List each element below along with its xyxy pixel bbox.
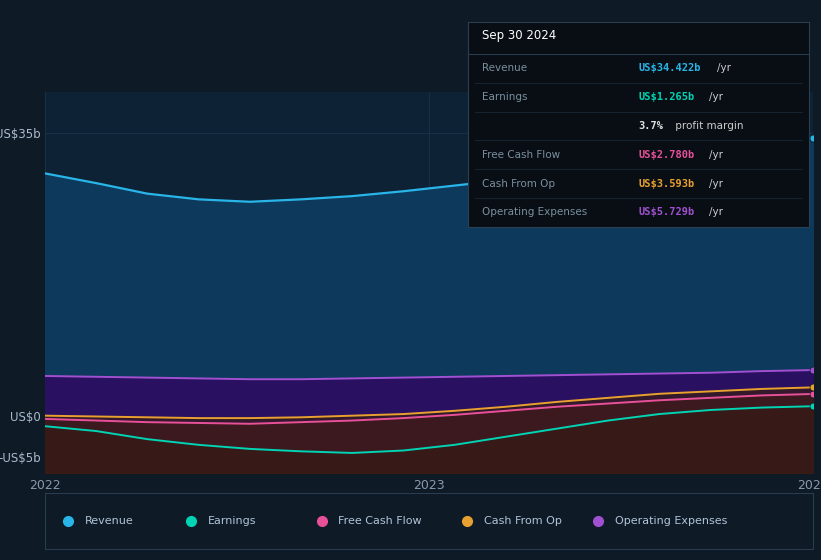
Text: US$34.422b: US$34.422b bbox=[639, 63, 701, 73]
Text: /yr: /yr bbox=[709, 207, 723, 217]
Text: Free Cash Flow: Free Cash Flow bbox=[482, 150, 560, 160]
Text: Revenue: Revenue bbox=[85, 516, 134, 526]
Text: Cash From Op: Cash From Op bbox=[482, 179, 555, 189]
Text: Earnings: Earnings bbox=[482, 92, 527, 102]
Text: /yr: /yr bbox=[717, 63, 731, 73]
Text: US$3.593b: US$3.593b bbox=[639, 179, 695, 189]
Text: 3.7%: 3.7% bbox=[639, 121, 663, 131]
Text: Operating Expenses: Operating Expenses bbox=[482, 207, 587, 217]
Text: US$5.729b: US$5.729b bbox=[639, 207, 695, 217]
Text: /yr: /yr bbox=[709, 179, 723, 189]
Text: profit margin: profit margin bbox=[672, 121, 743, 131]
Text: /yr: /yr bbox=[709, 92, 723, 102]
Text: Operating Expenses: Operating Expenses bbox=[615, 516, 727, 526]
Text: Revenue: Revenue bbox=[482, 63, 527, 73]
Text: Earnings: Earnings bbox=[208, 516, 256, 526]
Text: Sep 30 2024: Sep 30 2024 bbox=[482, 29, 556, 41]
Text: US$1.265b: US$1.265b bbox=[639, 92, 695, 102]
Text: US$2.780b: US$2.780b bbox=[639, 150, 695, 160]
Text: Free Cash Flow: Free Cash Flow bbox=[338, 516, 422, 526]
Text: Cash From Op: Cash From Op bbox=[484, 516, 562, 526]
Text: /yr: /yr bbox=[709, 150, 723, 160]
